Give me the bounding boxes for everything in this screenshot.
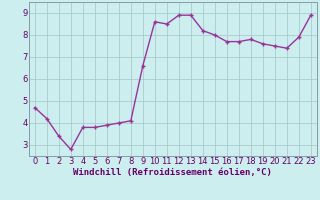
X-axis label: Windchill (Refroidissement éolien,°C): Windchill (Refroidissement éolien,°C) (73, 168, 272, 177)
